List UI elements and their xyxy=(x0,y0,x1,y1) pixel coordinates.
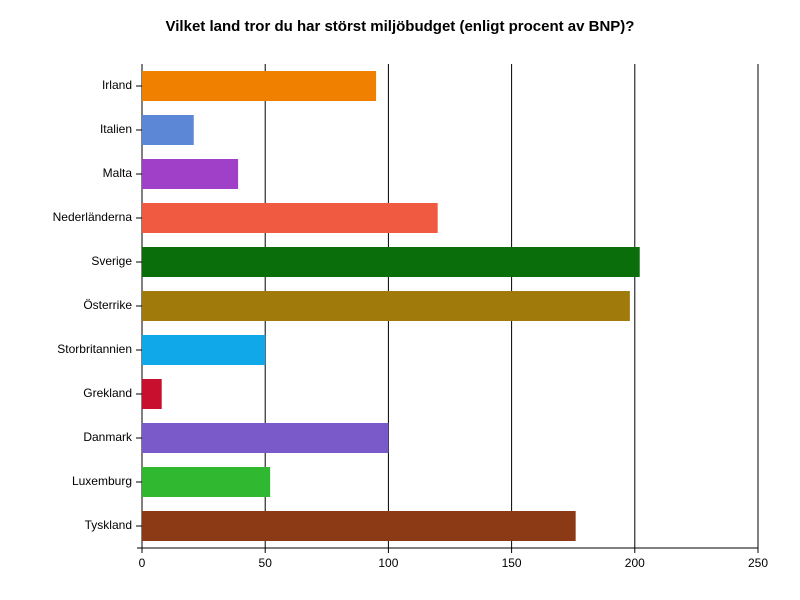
y-tick-label: Nederländerna xyxy=(53,210,133,224)
x-tick-label: 0 xyxy=(139,556,146,570)
bar xyxy=(142,335,266,365)
x-tick-label: 150 xyxy=(502,556,522,570)
y-tick-label: Österrike xyxy=(83,298,132,312)
x-tick-label: 250 xyxy=(748,556,768,570)
y-tick-label: Storbritannien xyxy=(57,342,132,356)
bar xyxy=(142,71,377,101)
y-tick-label: Grekland xyxy=(83,386,132,400)
y-tick-label: Tyskland xyxy=(85,518,132,532)
y-tick-label: Irland xyxy=(102,78,132,92)
bar xyxy=(142,379,162,409)
bar xyxy=(142,423,389,453)
y-tick-label: Italien xyxy=(100,122,132,136)
y-tick-label: Danmark xyxy=(83,430,133,444)
x-tick-label: 50 xyxy=(259,556,273,570)
bar xyxy=(142,115,194,145)
bar xyxy=(142,467,271,497)
x-tick-label: 100 xyxy=(378,556,398,570)
bar xyxy=(142,247,640,277)
bar xyxy=(142,511,576,541)
y-tick-label: Malta xyxy=(103,166,133,180)
bar xyxy=(142,203,438,233)
x-tick-label: 200 xyxy=(625,556,645,570)
y-tick-label: Luxemburg xyxy=(72,474,132,488)
y-tick-label: Sverige xyxy=(91,254,132,268)
chart-title: Vilket land tror du har störst miljöbudg… xyxy=(166,18,635,35)
bar xyxy=(142,159,239,189)
bar xyxy=(142,291,630,321)
